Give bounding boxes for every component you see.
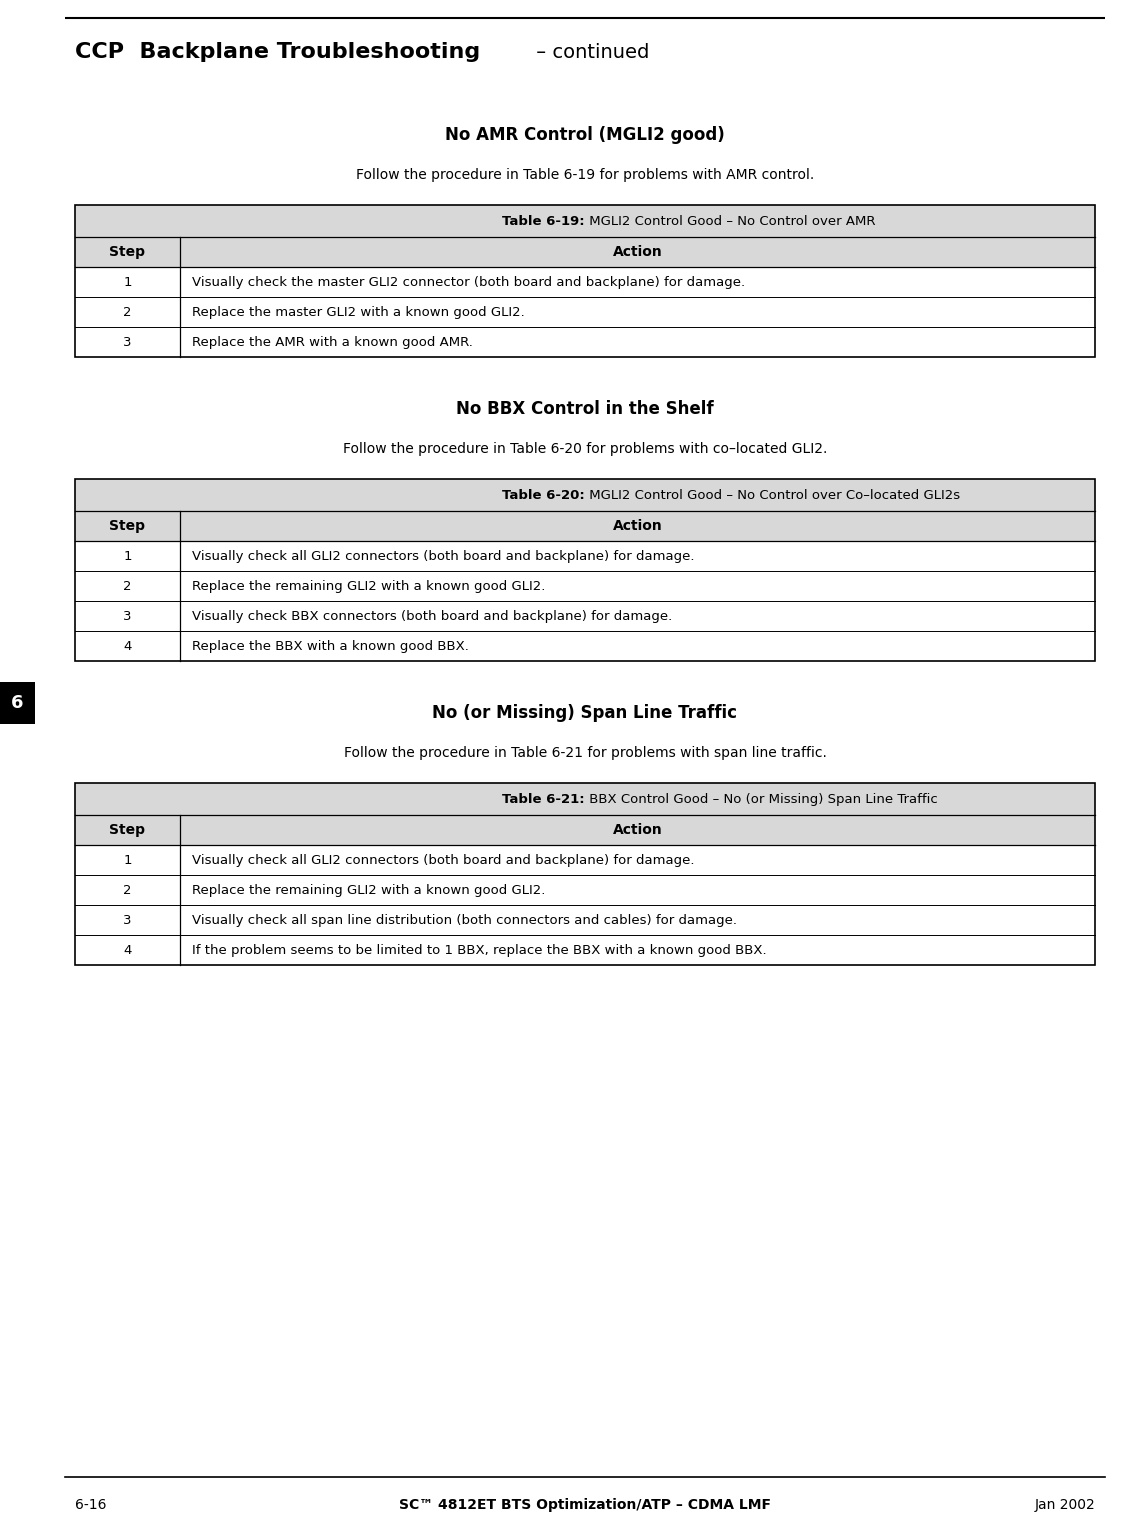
- Text: 2: 2: [123, 579, 132, 593]
- Bar: [75, 205, 1095, 357]
- Text: Visually check the master GLI2 connector (both board and backplane) for damage.: Visually check the master GLI2 connector…: [192, 276, 745, 288]
- Text: Visually check all GLI2 connectors (both board and backplane) for damage.: Visually check all GLI2 connectors (both…: [192, 550, 695, 562]
- Bar: [75, 905, 1095, 935]
- Bar: [75, 205, 1095, 237]
- Text: 6-16: 6-16: [75, 1498, 107, 1512]
- Bar: [75, 601, 1095, 631]
- Text: 4: 4: [123, 944, 132, 956]
- Bar: [75, 631, 1095, 660]
- Bar: [75, 815, 1095, 846]
- Text: No (or Missing) Span Line Traffic: No (or Missing) Span Line Traffic: [433, 705, 737, 722]
- Text: 6: 6: [11, 694, 24, 712]
- Text: Step: Step: [109, 245, 146, 259]
- Text: Follow the procedure in Table 6-19 for problems with AMR control.: Follow the procedure in Table 6-19 for p…: [356, 169, 814, 182]
- Bar: [75, 326, 1095, 357]
- Bar: [75, 297, 1095, 326]
- Text: MGLI2 Control Good – No Control over Co–located GLI2s: MGLI2 Control Good – No Control over Co–…: [585, 489, 960, 501]
- Text: CCP  Backplane Troubleshooting: CCP Backplane Troubleshooting: [75, 41, 480, 61]
- Text: 1: 1: [123, 276, 132, 288]
- Text: – continued: – continued: [530, 43, 650, 61]
- Bar: [75, 512, 1095, 541]
- Text: Replace the master GLI2 with a known good GLI2.: Replace the master GLI2 with a known goo…: [192, 305, 525, 319]
- Text: If the problem seems to be limited to 1 BBX, replace the BBX with a known good B: If the problem seems to be limited to 1 …: [192, 944, 767, 956]
- Text: 3: 3: [123, 913, 132, 927]
- Text: Step: Step: [109, 823, 146, 836]
- Text: 1: 1: [123, 550, 132, 562]
- Bar: [75, 935, 1095, 965]
- Text: BBX Control Good – No (or Missing) Span Line Traffic: BBX Control Good – No (or Missing) Span …: [585, 792, 938, 806]
- Text: Replace the remaining GLI2 with a known good GLI2.: Replace the remaining GLI2 with a known …: [192, 579, 545, 593]
- Text: 2: 2: [123, 884, 132, 896]
- Text: Follow the procedure in Table 6-20 for problems with co–located GLI2.: Follow the procedure in Table 6-20 for p…: [343, 443, 828, 457]
- Text: 3: 3: [123, 610, 132, 622]
- Bar: [75, 480, 1095, 660]
- Text: Step: Step: [109, 519, 146, 533]
- Text: Replace the remaining GLI2 with a known good GLI2.: Replace the remaining GLI2 with a known …: [192, 884, 545, 896]
- Text: Follow the procedure in Table 6-21 for problems with span line traffic.: Follow the procedure in Table 6-21 for p…: [343, 746, 827, 760]
- Text: No AMR Control (MGLI2 good): No AMR Control (MGLI2 good): [445, 126, 724, 144]
- Text: Jan 2002: Jan 2002: [1034, 1498, 1095, 1512]
- Text: 1: 1: [123, 853, 132, 867]
- Bar: [75, 480, 1095, 512]
- Text: 4: 4: [123, 639, 132, 653]
- Bar: [75, 783, 1095, 965]
- Text: Visually check all span line distribution (both connectors and cables) for damag: Visually check all span line distributio…: [192, 913, 737, 927]
- Bar: [75, 783, 1095, 815]
- Text: No BBX Control in the Shelf: No BBX Control in the Shelf: [456, 400, 714, 418]
- Bar: [75, 875, 1095, 905]
- Bar: [75, 846, 1095, 875]
- Text: Action: Action: [613, 823, 662, 836]
- Bar: [0, 682, 34, 725]
- Text: Replace the AMR with a known good AMR.: Replace the AMR with a known good AMR.: [192, 336, 473, 348]
- Text: SC™ 4812ET BTS Optimization/ATP – CDMA LMF: SC™ 4812ET BTS Optimization/ATP – CDMA L…: [400, 1498, 771, 1512]
- Text: Table 6-21:: Table 6-21:: [503, 792, 585, 806]
- Bar: [75, 267, 1095, 297]
- Text: Replace the BBX with a known good BBX.: Replace the BBX with a known good BBX.: [192, 639, 468, 653]
- Text: Table 6-19:: Table 6-19:: [503, 214, 585, 227]
- Bar: [75, 237, 1095, 267]
- Text: Table 6-20:: Table 6-20:: [502, 489, 585, 501]
- Bar: [75, 571, 1095, 601]
- Text: Action: Action: [613, 519, 662, 533]
- Text: 3: 3: [123, 336, 132, 348]
- Text: Visually check BBX connectors (both board and backplane) for damage.: Visually check BBX connectors (both boar…: [192, 610, 673, 622]
- Text: MGLI2 Control Good – No Control over AMR: MGLI2 Control Good – No Control over AMR: [585, 214, 876, 227]
- Text: Visually check all GLI2 connectors (both board and backplane) for damage.: Visually check all GLI2 connectors (both…: [192, 853, 695, 867]
- Text: Action: Action: [613, 245, 662, 259]
- Bar: [75, 541, 1095, 571]
- Text: 2: 2: [123, 305, 132, 319]
